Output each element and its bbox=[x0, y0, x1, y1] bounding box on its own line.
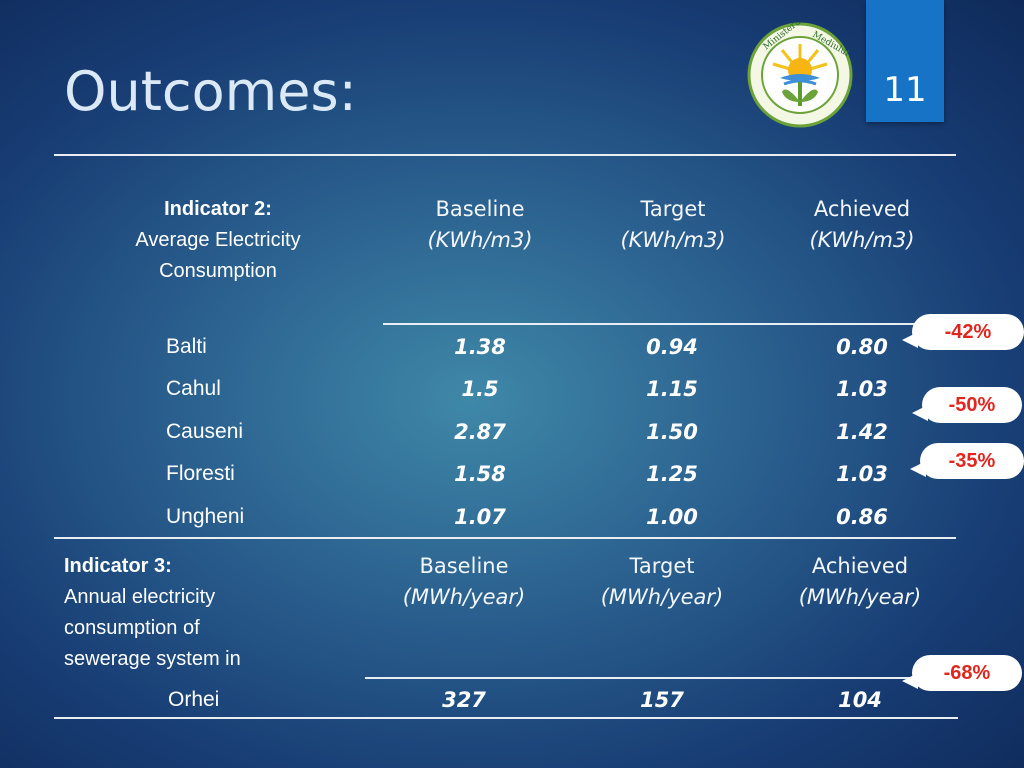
table-row-city: Floresti bbox=[166, 462, 235, 485]
table-cell-baseline: 2.87 bbox=[454, 420, 506, 444]
table-cell-achieved: 0.80 bbox=[836, 335, 888, 359]
ministry-logo: Ministerul Mediului bbox=[747, 22, 853, 128]
callout-tail bbox=[912, 405, 928, 421]
table-cell-target: 1.50 bbox=[646, 420, 698, 444]
col-name: Baseline bbox=[435, 197, 525, 221]
table-row-city: Cahul bbox=[166, 377, 221, 400]
indicator2-header-divider bbox=[383, 323, 957, 325]
col-name: Achieved bbox=[813, 197, 911, 221]
table-cell-target: 1.00 bbox=[646, 505, 698, 529]
page-number-tab: 11 bbox=[866, 0, 944, 122]
col-name: Baseline bbox=[419, 554, 509, 578]
indicator2-col-baseline: Baseline (KWh/m3) bbox=[400, 194, 560, 256]
callout-text: -42% bbox=[944, 321, 992, 343]
callout-text: -35% bbox=[948, 450, 996, 472]
indicator3-label-block: Indicator 3: Annual electricity consumpt… bbox=[64, 551, 364, 675]
reduction-callout: -68% bbox=[902, 655, 1022, 691]
table-cell-achieved: 1.42 bbox=[836, 420, 888, 444]
indicator2-col-achieved: Achieved (KWh/m3) bbox=[782, 194, 942, 256]
indicator3-col-achieved: Achieved (MWh/year) bbox=[774, 551, 946, 613]
table-cell-target: 157 bbox=[640, 688, 684, 712]
callout-text: -68% bbox=[943, 662, 991, 684]
table-cell-baseline: 1.38 bbox=[454, 335, 506, 359]
table-cell-target: 1.25 bbox=[646, 462, 698, 486]
reduction-callout: -35% bbox=[910, 443, 1024, 479]
slide-title: Outcomes: bbox=[64, 60, 357, 123]
table-row-city: Ungheni bbox=[166, 505, 245, 528]
table-cell-achieved: 104 bbox=[838, 688, 882, 712]
col-unit: (MWh/year) bbox=[402, 585, 526, 609]
table-row-city: Causeni bbox=[166, 420, 244, 443]
col-unit: (MWh/year) bbox=[798, 585, 922, 609]
top-divider bbox=[54, 154, 956, 156]
table-row-city: Balti bbox=[166, 335, 207, 358]
indicator2-desc-line1: Average Electricity bbox=[135, 229, 301, 251]
indicator3-desc-line3: sewerage system in bbox=[64, 648, 241, 670]
table-cell-baseline: 1.5 bbox=[461, 377, 499, 401]
callout-tail bbox=[902, 673, 918, 689]
callout-tail bbox=[910, 461, 926, 477]
indicator3-header-divider bbox=[365, 677, 957, 679]
indicator2-desc-line2: Consumption bbox=[159, 260, 277, 282]
table-row-city: Orhei bbox=[168, 688, 220, 711]
table-cell-baseline: 1.58 bbox=[454, 462, 506, 486]
indicator2-label-block: Indicator 2: Average Electricity Consump… bbox=[88, 194, 348, 287]
callout-tail bbox=[902, 332, 918, 348]
indicator3-col-baseline: Baseline (MWh/year) bbox=[378, 551, 550, 613]
col-name: Target bbox=[629, 554, 695, 578]
indicator3-desc-line1: Annual electricity bbox=[64, 586, 216, 608]
col-unit: (KWh/m3) bbox=[427, 228, 533, 252]
reduction-callout: -50% bbox=[912, 387, 1022, 423]
page-number: 11 bbox=[883, 70, 927, 110]
table-cell-baseline: 1.07 bbox=[454, 505, 506, 529]
col-unit: (KWh/m3) bbox=[620, 228, 726, 252]
reduction-callout: -42% bbox=[902, 314, 1024, 350]
table-cell-achieved: 1.03 bbox=[836, 377, 888, 401]
table-cell-achieved: 0.86 bbox=[836, 505, 888, 529]
col-name: Target bbox=[640, 197, 706, 221]
col-unit: (KWh/m3) bbox=[809, 228, 915, 252]
table-cell-target: 0.94 bbox=[646, 335, 698, 359]
table-cell-achieved: 1.03 bbox=[836, 462, 888, 486]
callout-text: -50% bbox=[948, 394, 996, 416]
table-cell-target: 1.15 bbox=[646, 377, 698, 401]
indicator-divider bbox=[54, 537, 956, 539]
indicator2-label: Indicator 2: bbox=[164, 198, 272, 220]
col-unit: (MWh/year) bbox=[600, 585, 724, 609]
indicator3-label: Indicator 3: bbox=[64, 555, 172, 577]
indicator3-col-target: Target (MWh/year) bbox=[576, 551, 748, 613]
table-cell-baseline: 327 bbox=[442, 688, 486, 712]
indicator2-col-target: Target (KWh/m3) bbox=[593, 194, 753, 256]
col-name: Achieved bbox=[811, 554, 909, 578]
indicator3-desc-line2: consumption of bbox=[64, 617, 200, 639]
bottom-divider bbox=[54, 717, 958, 719]
